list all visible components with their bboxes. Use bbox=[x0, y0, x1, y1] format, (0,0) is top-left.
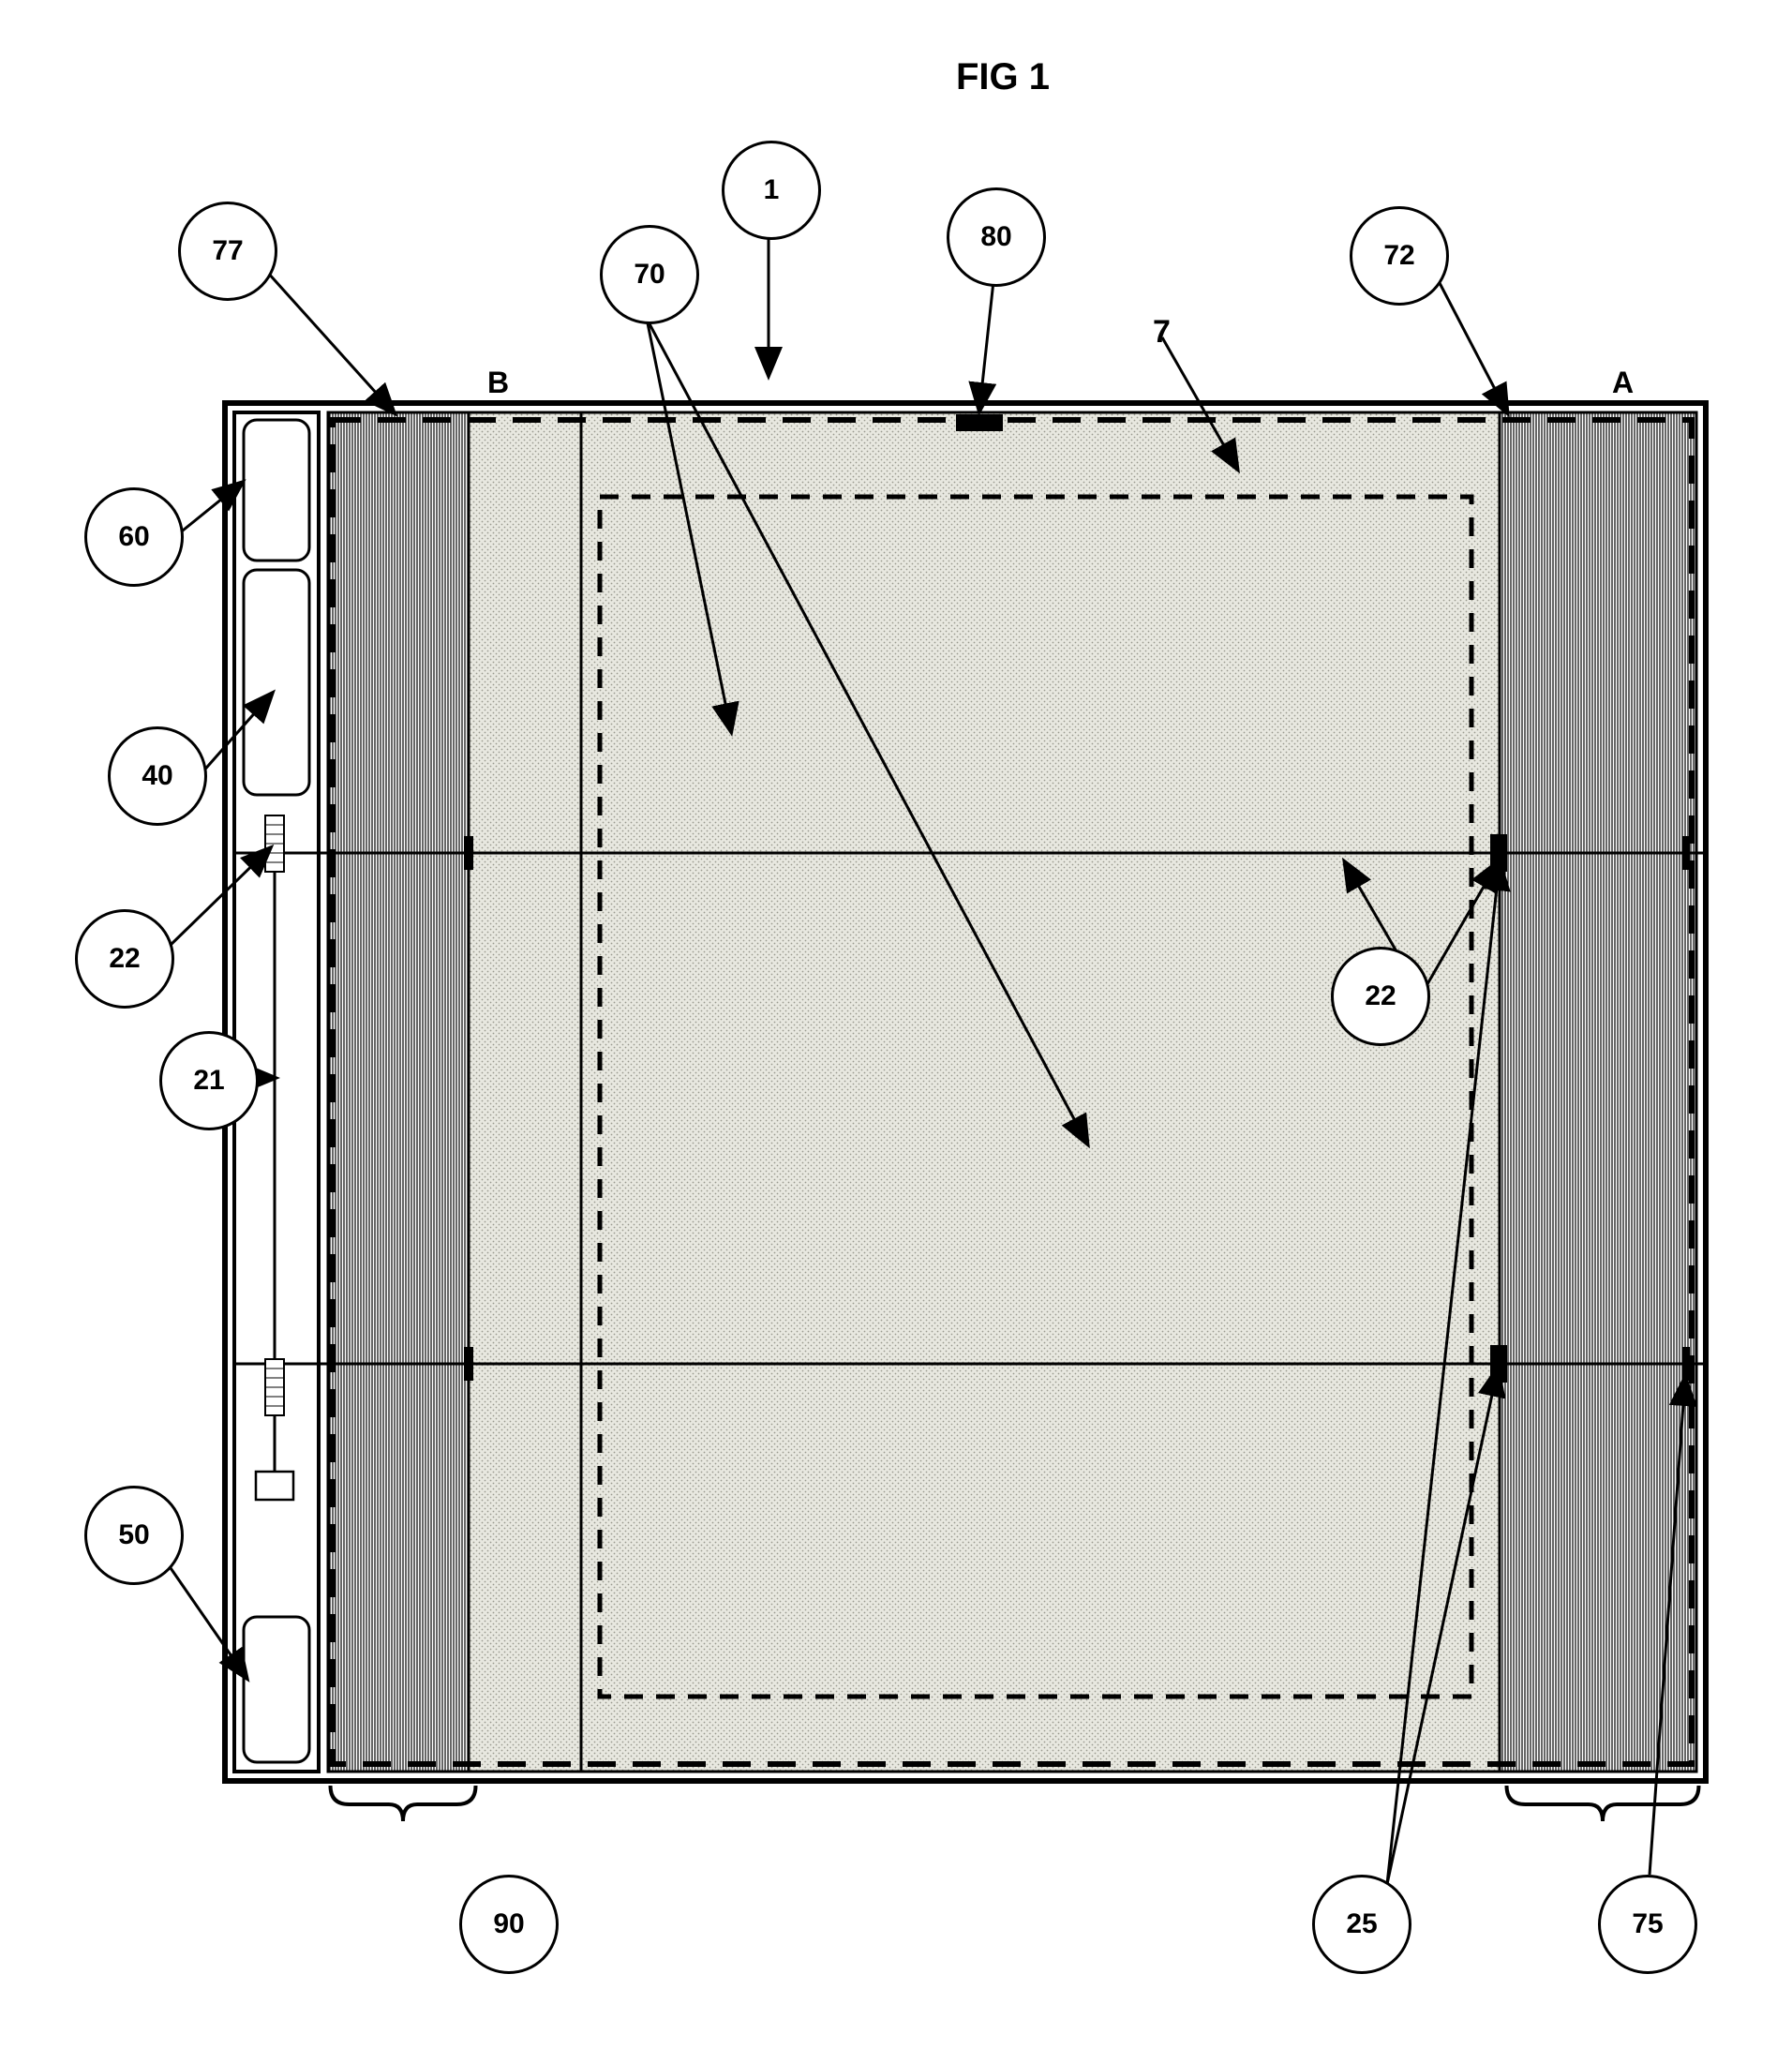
callout-40: 40 bbox=[108, 726, 207, 826]
callout-1: 1 bbox=[722, 141, 821, 240]
callout-72: 72 bbox=[1350, 206, 1449, 306]
diagram-svg bbox=[0, 0, 1792, 2049]
callout-22: 22 bbox=[1331, 947, 1430, 1046]
letter-B: B bbox=[487, 366, 509, 400]
callout-25: 25 bbox=[1312, 1875, 1411, 1974]
callout-50: 50 bbox=[84, 1486, 184, 1585]
callout-75: 75 bbox=[1598, 1875, 1697, 1974]
callout-70: 70 bbox=[600, 225, 699, 324]
callout-80: 80 bbox=[947, 187, 1046, 287]
callout-77: 77 bbox=[178, 202, 277, 301]
figure-canvas: FIG 1 1 80 7 72 77 70 60 40 22 21 22 50 25 75 90 B A bbox=[0, 0, 1792, 2049]
callout-21: 21 bbox=[159, 1031, 259, 1130]
callout-22: 22 bbox=[75, 909, 174, 1009]
callout-7: 7 bbox=[1153, 314, 1171, 351]
callout-90: 90 bbox=[459, 1875, 559, 1974]
letter-A: A bbox=[1612, 366, 1634, 400]
figure-title: FIG 1 bbox=[956, 56, 1050, 98]
callout-60: 60 bbox=[84, 487, 184, 587]
